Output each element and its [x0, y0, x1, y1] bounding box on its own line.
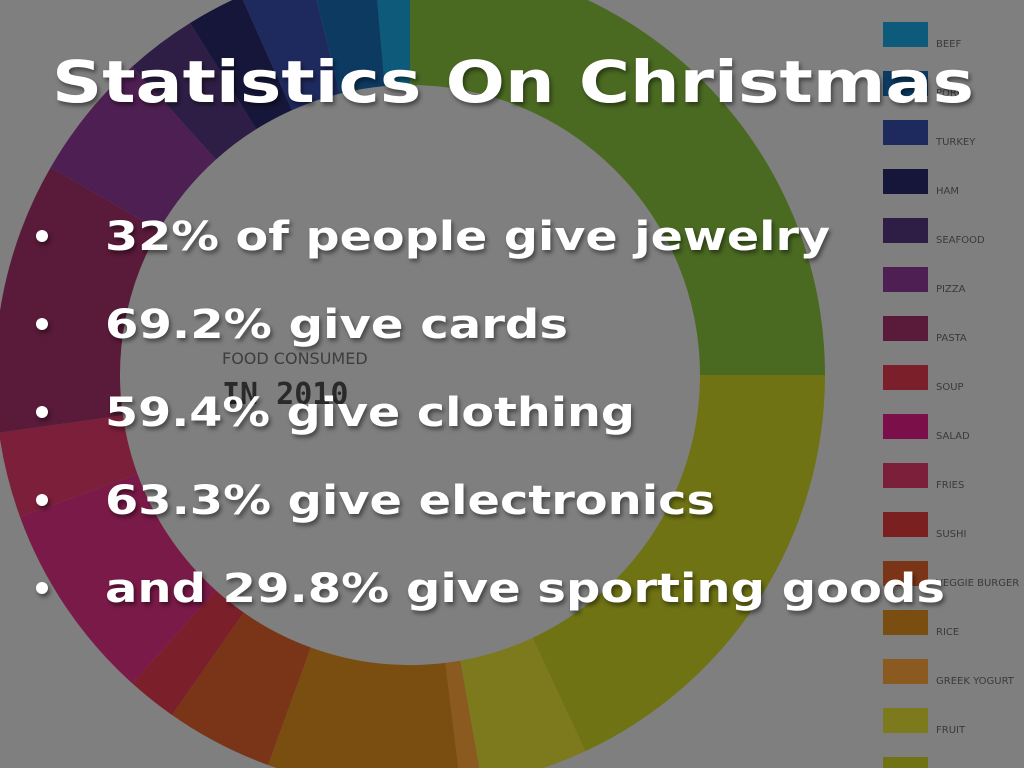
- legend-swatch: [883, 218, 928, 243]
- legend-swatch: [883, 512, 928, 537]
- legend-swatch: [883, 757, 928, 768]
- bullet-dot: [36, 230, 48, 242]
- legend-swatch: [883, 561, 928, 586]
- legend-swatch: [883, 267, 928, 292]
- legend-label: PORK: [936, 88, 964, 99]
- legend-label: GREEK YOGURT: [936, 676, 1015, 687]
- legend-label: PASTA: [936, 333, 967, 344]
- bullet-text: and 29.8% give sporting goods: [105, 566, 945, 612]
- donut-segment: [132, 590, 244, 715]
- bullet-dot: [36, 582, 48, 594]
- legend-swatch: [883, 71, 928, 96]
- bullet-text: 63.3% give electronics: [105, 478, 715, 524]
- legend-swatch: [883, 610, 928, 635]
- legend-label: SALAD: [936, 431, 970, 442]
- legend-label: BEEF: [936, 39, 961, 50]
- legend-label: SEAFOOD: [936, 235, 985, 246]
- legend-label: SOUP: [936, 382, 964, 393]
- legend-swatch: [883, 316, 928, 341]
- donut-segment: [243, 0, 340, 111]
- background-donut: [0, 0, 825, 768]
- bullet-dot: [36, 406, 48, 418]
- legend-swatch: [883, 120, 928, 145]
- donut-segment: [20, 474, 216, 684]
- legend-label: SUSHI: [936, 529, 966, 540]
- donut-segment: [132, 23, 257, 160]
- donut-segment: [377, 0, 410, 87]
- background-chart-subtitle: IN 2010: [222, 377, 348, 412]
- legend-swatch: [883, 169, 928, 194]
- donut-segment: [171, 612, 311, 765]
- bullet-list: 32% of people give jewelry 69.2% give car…: [36, 214, 945, 612]
- donut-segment: [50, 66, 216, 230]
- donut-segment: [410, 0, 825, 375]
- legend-swatch: [883, 22, 928, 47]
- slide-title: Statistics On Christmas: [52, 48, 974, 116]
- background-chart-title: FOOD CONSUMED: [222, 349, 368, 368]
- legend-label: TURKEY: [935, 137, 976, 148]
- legend-swatch: [883, 708, 928, 733]
- legend-label: VEGGIE BURGER: [936, 578, 1019, 589]
- donut-segment: [190, 0, 293, 130]
- legend-swatch: [883, 365, 928, 390]
- bullet-dot: [36, 318, 48, 330]
- donut-segment: [0, 415, 138, 517]
- bullet-text: 32% of people give jewelry: [105, 214, 830, 260]
- legend-swatch: [883, 659, 928, 684]
- donut-segment: [316, 0, 385, 94]
- donut-segment: [445, 660, 480, 768]
- legend-label: FRUIT: [936, 725, 966, 736]
- legend-label: FRIES: [936, 480, 964, 491]
- bullet-dot: [36, 494, 48, 506]
- legend-label: HAM: [936, 186, 959, 197]
- legend-swatch: [883, 414, 928, 439]
- legend-label: RICE: [936, 627, 959, 638]
- donut-segment: [532, 375, 825, 752]
- donut-segment: [268, 647, 459, 768]
- legend-label: PIZZA: [936, 284, 966, 295]
- bullet-text: 59.4% give clothing: [105, 390, 635, 436]
- bullet-text: 69.2% give cards: [105, 302, 568, 348]
- legend-swatch: [883, 463, 928, 488]
- donut-segment: [460, 637, 586, 768]
- background-legend: BEEF PORK TURKEY HAM SEAFOOD PIZZA PASTA SOUP SA…: [883, 22, 1019, 768]
